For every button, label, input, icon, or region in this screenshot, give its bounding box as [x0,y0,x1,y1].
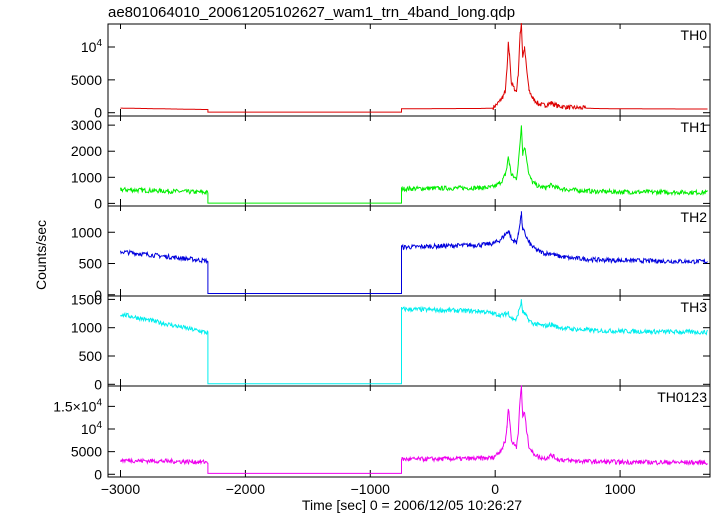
y-tick-label: 500 [79,256,103,272]
panel-th0: 0 5000 104 TH0 [71,23,711,121]
y-tick-label: 3000 [71,117,102,133]
x-tick-label: 0 [491,481,499,497]
x-tick-labels: −3000 −2000 −1000 0 1000 [101,481,636,497]
y-tick-label: 500 [79,348,103,364]
y-tick-label: 0 [94,195,102,211]
y-tick-label: 1000 [71,224,102,240]
panel-th0123: 0 5000 104 1.5×104 TH0123 [53,385,711,482]
y-tick-label: 1000 [71,320,102,336]
y-tick-label: 1000 [71,169,102,185]
y-tick-label: 5000 [71,72,102,88]
panel-th2: 0 500 1000 TH2 [71,205,711,303]
panel-th1: 0 1000 2000 3000 TH1 [71,115,711,211]
y-tick-label: 1.5×104 [53,397,102,414]
panel-label: TH1 [681,119,708,135]
panel-th3: 0 500 1000 1500 TH3 [71,291,711,392]
panel-frame [107,385,711,478]
y-axis-label: Counts/sec [33,220,49,290]
x-tick-label: −1000 [351,481,391,497]
panel-frame [107,23,711,117]
series-line-th3 [120,299,708,385]
panel-label: TH0 [681,27,708,43]
x-tick-label: 1000 [604,481,635,497]
y-tick-label: 0 [94,376,102,392]
chart-title: ae801064010_20061205102627_wam1_trn_4ban… [108,4,515,21]
series-line-th0 [120,23,708,113]
panel-frame [107,205,711,297]
y-tick-label: 2000 [71,143,102,159]
y-tick-label: 1500 [71,291,102,307]
series-line-th0123 [120,385,708,474]
y-tick-label: 104 [81,38,103,55]
x-tick-label: −2000 [226,481,266,497]
series-line-th1 [120,125,708,204]
y-tick-label: 104 [81,420,103,437]
panel-label: TH0123 [657,389,707,405]
y-tick-label: 0 [94,466,102,482]
y-tick-label: 5000 [71,444,102,460]
panel-label: TH2 [681,209,708,225]
x-tick-label: −3000 [101,481,141,497]
series-line-th2 [120,211,708,294]
y-tick-label: 0 [94,105,102,121]
x-axis-label: Time [sec] 0 = 2006/12/05 10:26:27 [302,497,522,513]
panel-label: TH3 [681,299,708,315]
y-tick-label: 0 [94,287,102,303]
